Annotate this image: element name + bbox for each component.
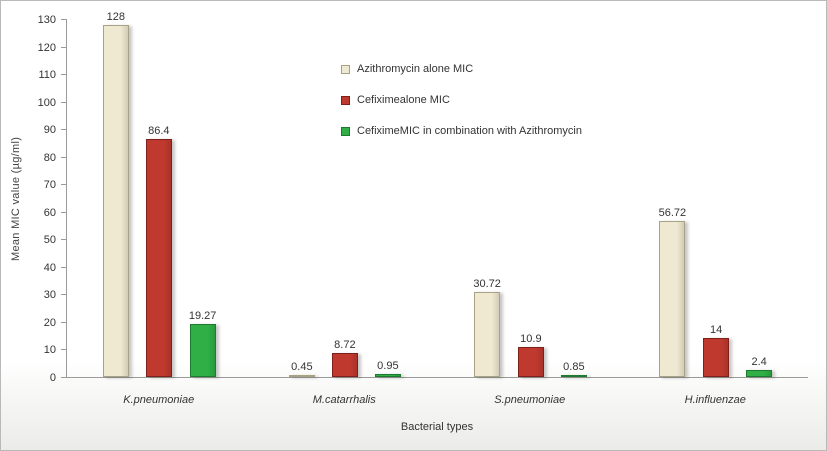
legend-item: Cefiximealone MIC <box>341 94 582 106</box>
bar <box>474 292 501 377</box>
y-tick-mark <box>61 101 66 103</box>
y-tick-mark <box>61 294 66 296</box>
y-tick-mark <box>61 156 66 158</box>
bar-value-label: 10.9 <box>520 332 542 345</box>
bar <box>517 346 544 377</box>
bar-value-label: 0.45 <box>291 361 313 373</box>
y-tick-label: 100 <box>37 96 56 109</box>
bar-wrap: 14 <box>703 19 730 377</box>
y-tick-label: 80 <box>43 151 56 164</box>
y-tick-label: 40 <box>43 261 56 274</box>
y-tick-mark <box>61 239 66 241</box>
y-tick-label: 120 <box>37 41 56 54</box>
bar <box>746 370 773 377</box>
legend: Azithromycin alone MIC Cefiximealone MIC C… <box>341 63 582 137</box>
bar-value-label: 2.4 <box>751 356 767 369</box>
bar-value-label: 30.72 <box>473 278 501 291</box>
y-tick-mark <box>61 266 66 268</box>
bar-wrap: 10.9 <box>517 19 544 377</box>
y-tick-label: 10 <box>43 344 56 357</box>
category-label: S.pneumoniae <box>494 394 566 406</box>
category-label: M.catarrhalis <box>312 394 376 406</box>
bar-wrap: 86.4 <box>145 19 172 377</box>
bar <box>374 374 401 377</box>
bar-wrap: 8.72 <box>331 19 358 377</box>
y-tick-mark <box>61 46 66 48</box>
y-tick-mark <box>61 349 66 351</box>
bar-wrap: 2.4 <box>746 19 773 377</box>
legend-color-swatch <box>341 95 350 105</box>
bar-value-label: 86.4 <box>148 125 170 138</box>
bar-value-label: 8.72 <box>334 339 356 351</box>
x-axis-title: Bacterial types <box>400 421 474 433</box>
bar <box>560 374 587 377</box>
y-axis-title: Mean MIC value (µg/ml) <box>10 136 22 261</box>
y-tick-mark <box>61 321 66 323</box>
category-label: H.influenzae <box>684 394 746 406</box>
y-tick-mark <box>61 211 66 213</box>
bar-wrap: 19.27 <box>188 19 217 377</box>
bar <box>288 375 315 377</box>
bar <box>659 220 686 377</box>
bar-wrap: 30.72 <box>473 19 501 377</box>
legend-item: Azithromycin alone MIC <box>341 63 582 75</box>
y-tick-label: 30 <box>43 289 56 302</box>
legend-label: CefiximeMIC in combination with Azithrom… <box>357 125 582 137</box>
bar-group: 128 86.4 19.27 <box>67 11 252 377</box>
bar-group: 30.72 10.9 0.85 <box>438 19 623 377</box>
y-axis: 0 10 20 30 40 50 60 70 80 90 100 110 120 130 <box>27 14 66 384</box>
bar <box>703 338 730 377</box>
y-tick-mark <box>61 377 66 378</box>
bar <box>331 353 358 377</box>
bar-wrap: 0.95 <box>374 19 401 377</box>
category-label: K.pneumoniae <box>123 394 195 406</box>
bar <box>189 323 216 377</box>
y-tick-label: 70 <box>43 179 56 192</box>
bar-value-label: 128 <box>106 10 126 23</box>
y-tick-mark <box>61 129 66 131</box>
bar-group: 56.72 14 2.4 <box>623 19 808 377</box>
y-tick-mark <box>61 74 66 76</box>
y-tick-label: 20 <box>43 316 56 329</box>
bar-wrap: 0.45 <box>288 19 315 377</box>
y-tick-mark <box>61 19 66 20</box>
legend-label: Cefiximealone MIC <box>357 94 450 106</box>
y-tick-label: 130 <box>37 14 56 26</box>
legend-item: CefiximeMIC in combination with Azithrom… <box>341 125 582 137</box>
x-axis-category-labels: K.pneumoniae M.catarrhalis S.pneumoniae H.i… <box>66 394 808 406</box>
legend-label: Azithromycin alone MIC <box>357 63 474 75</box>
y-tick-mark <box>61 184 66 186</box>
y-tick-label: 110 <box>38 69 56 82</box>
bar-value-label: 56.72 <box>658 206 687 219</box>
bar-wrap: 0.85 <box>560 19 587 377</box>
bar <box>102 24 129 377</box>
y-tick-label: 90 <box>43 124 56 137</box>
y-tick-label: 0 <box>49 372 56 384</box>
bar-value-label: 14 <box>710 324 723 337</box>
legend-color-swatch <box>341 64 350 74</box>
y-tick-label: 60 <box>43 206 56 219</box>
bar-value-label: 0.85 <box>563 360 585 373</box>
bar-wrap: 56.72 <box>658 19 687 377</box>
bar-wrap: 128 <box>102 11 129 377</box>
legend-color-swatch <box>341 126 350 136</box>
bar-value-label: 0.95 <box>377 360 399 373</box>
y-tick-label: 50 <box>43 234 56 247</box>
bar-value-label: 19.27 <box>188 309 217 322</box>
bar-group: 0.45 8.72 0.95 <box>252 19 437 377</box>
plot-area: 128 86.4 19.27 0.45 8.72 0.95 30.72 10.9 0.85 56.… <box>66 11 808 378</box>
bar <box>145 139 172 377</box>
